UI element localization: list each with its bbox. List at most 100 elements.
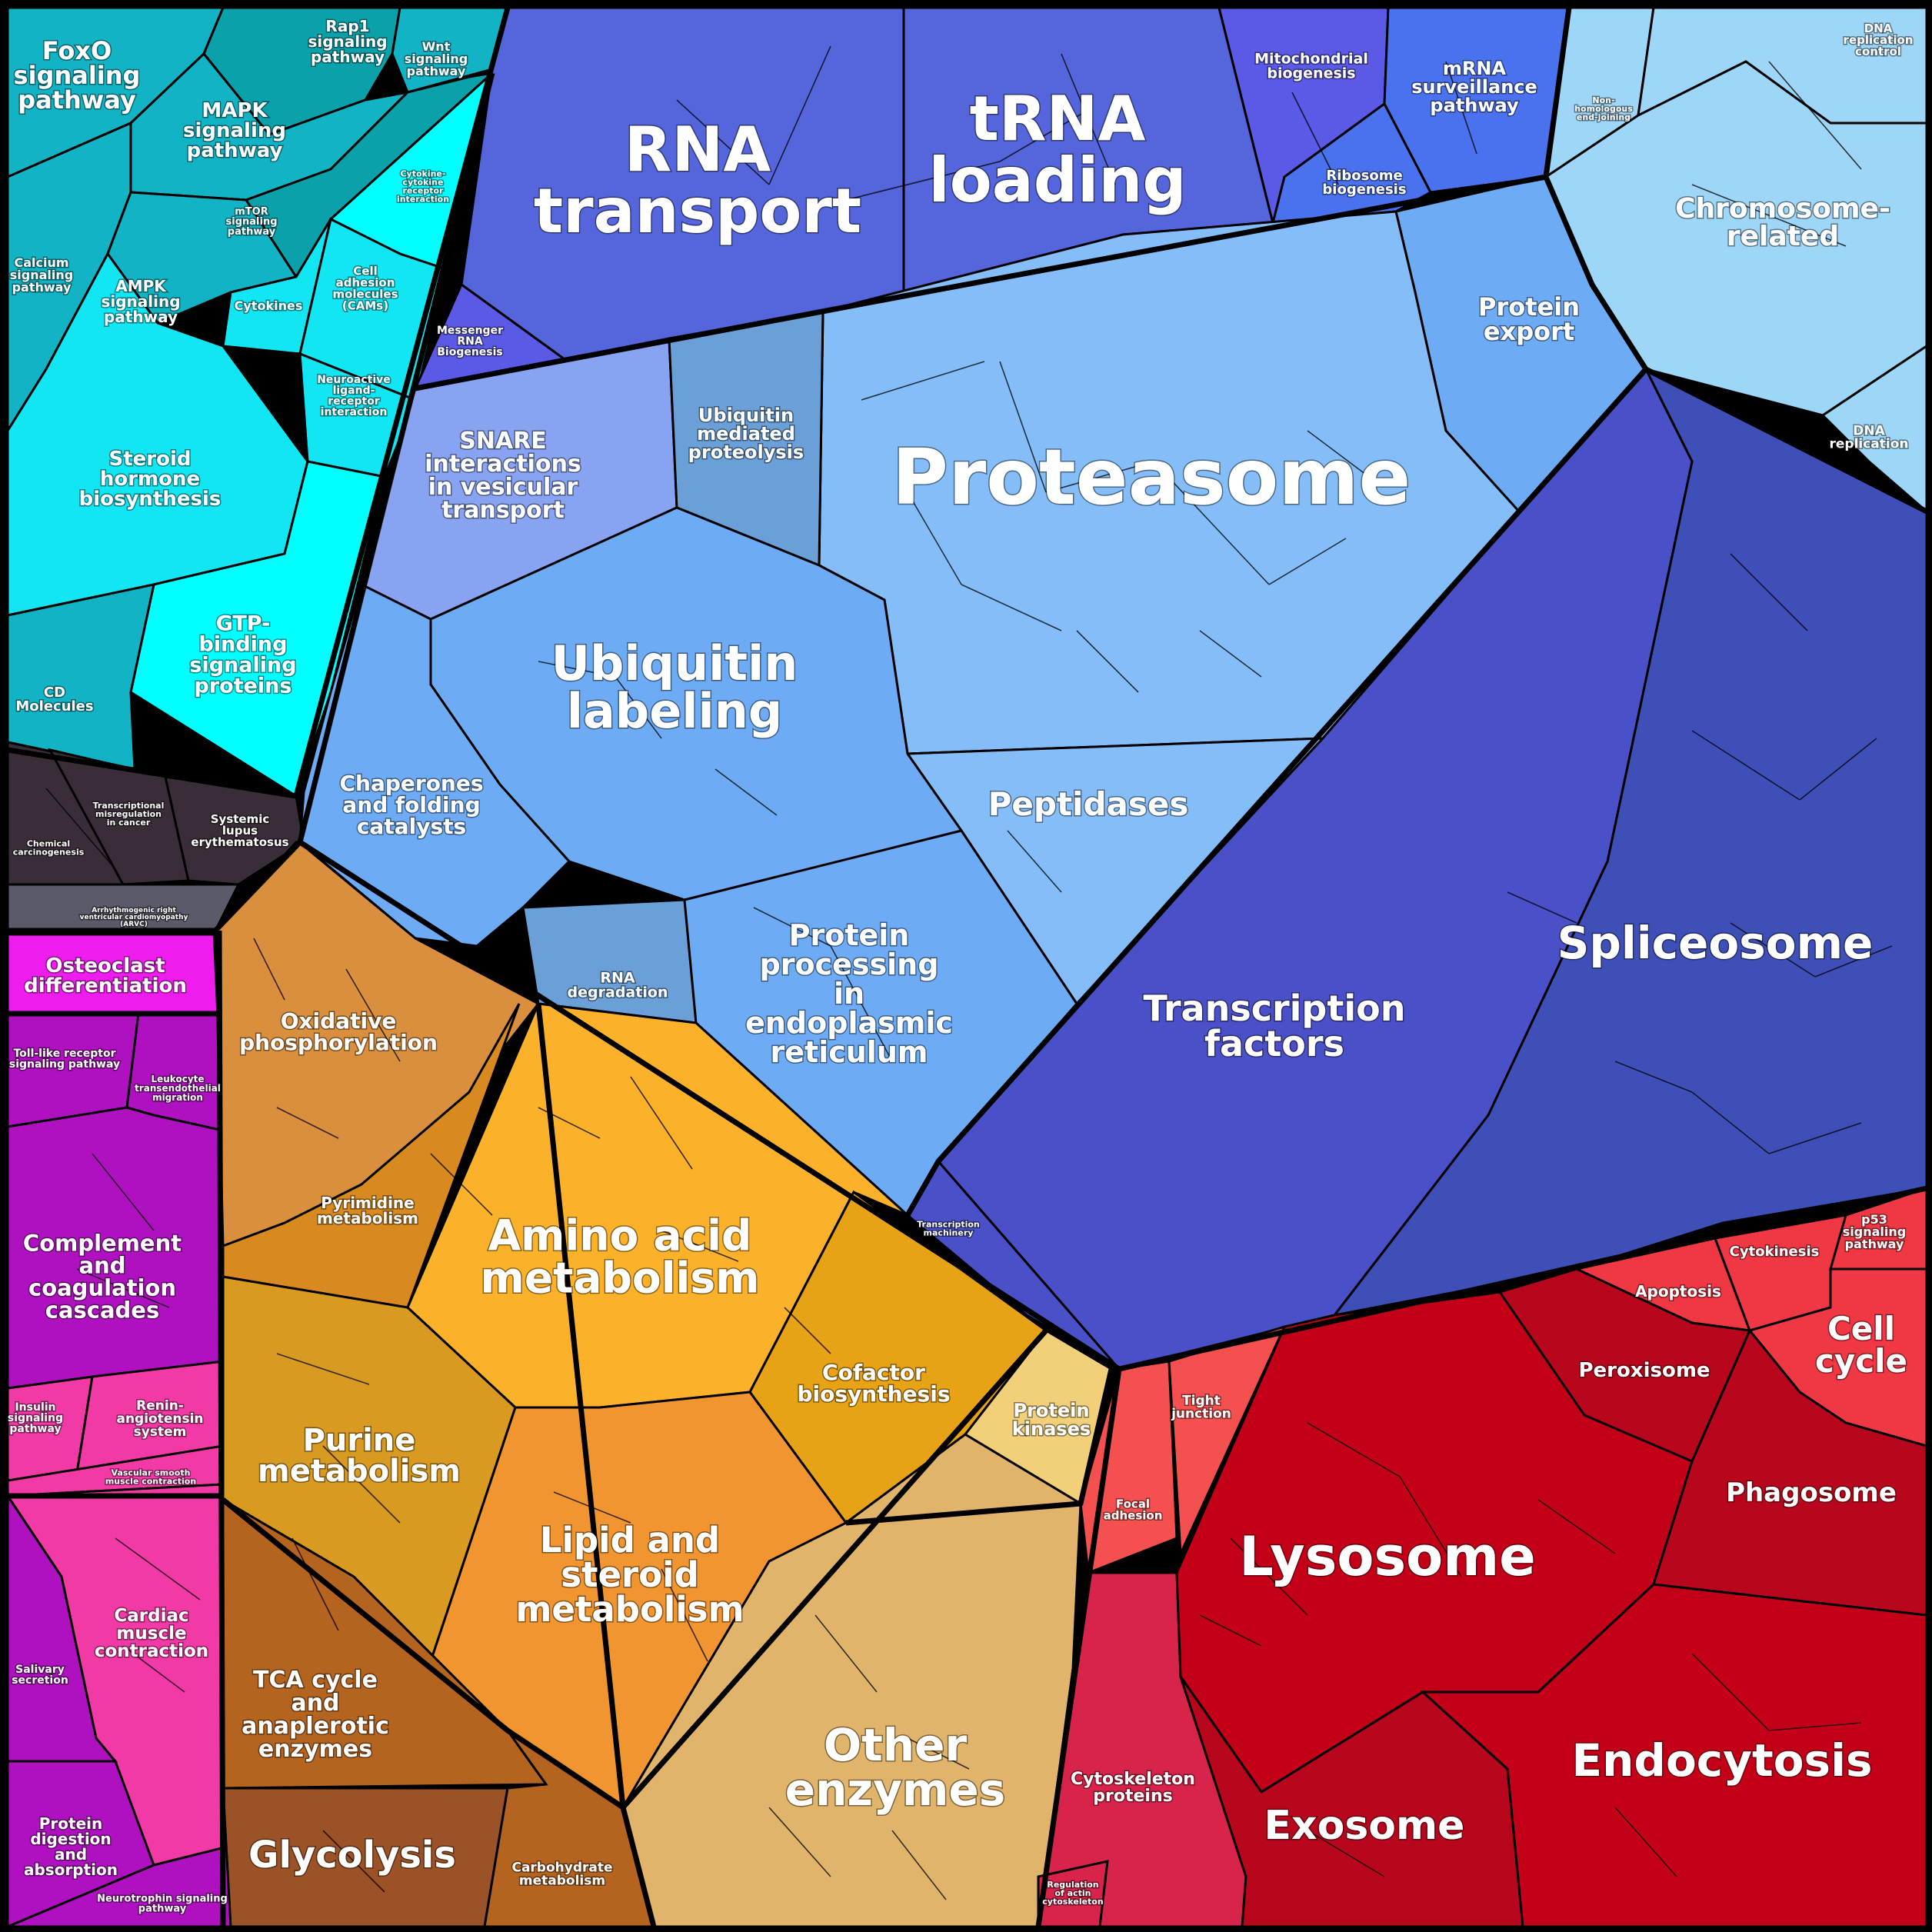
label-spliceosome: Spliceosome <box>1557 917 1874 969</box>
label-line: erythematosus <box>191 835 288 849</box>
label-line: pathway <box>104 308 178 326</box>
subcell-divider <box>92 1153 155 1231</box>
subcell-divider <box>1768 61 1862 170</box>
label-line: contraction <box>95 1641 208 1661</box>
label-line: Apoptosis <box>1635 1282 1721 1301</box>
subcell-divider <box>961 584 1062 631</box>
label-line: labeling <box>567 683 783 739</box>
label-line: lupus <box>222 824 258 838</box>
label-protein-export: Protein export <box>1478 292 1580 346</box>
label-line: end-joining <box>1577 112 1631 122</box>
label-nhej: Non-homologous end-joining <box>1574 95 1633 122</box>
label-mito-biogen: Mitochondrial biogenesis <box>1254 50 1368 82</box>
label-line: Regulation <box>1047 1880 1098 1890</box>
label-line: control <box>1855 45 1901 58</box>
group-border <box>216 930 226 1927</box>
subcell-divider <box>276 1353 370 1385</box>
label-line: Protein <box>39 1814 102 1833</box>
subcell-divider <box>845 161 1001 201</box>
subcell-divider <box>1537 1499 1616 1554</box>
subcell-divider <box>1691 1091 1770 1154</box>
label-line: interaction <box>321 406 388 418</box>
label-peptidases: Peptidases <box>988 785 1189 823</box>
label-line: metabolism <box>516 1589 744 1630</box>
label-cytokinesis: Cytokinesis <box>1730 1244 1820 1260</box>
label-line: transport <box>534 175 861 247</box>
label-line: Messenger <box>437 325 503 337</box>
group-border <box>1543 7 1572 178</box>
label-purine: Purine metabolism <box>258 1423 461 1489</box>
label-line: mTOR <box>235 206 268 218</box>
label-line: steroid <box>561 1554 699 1595</box>
label-line: signaling <box>101 292 180 311</box>
label-line: Steroid <box>109 448 192 471</box>
label-line: Chemical <box>27 839 70 849</box>
label-leukocyte: Leukocyte transendothelial migration <box>135 1074 221 1103</box>
label-line: and <box>55 1845 87 1864</box>
label-line: of actin <box>1055 1888 1091 1898</box>
label-line: biosynthesis <box>79 488 222 511</box>
label-line: pathway <box>407 64 466 78</box>
label-amino: Amino acid metabolism <box>481 1211 760 1303</box>
subcell-divider <box>784 1307 831 1354</box>
label-line: Ubiquitin <box>698 405 794 426</box>
subcell-divider <box>830 945 893 1062</box>
subcell-divider <box>1691 730 1800 801</box>
label-rna-transport: RNA transport <box>534 114 861 247</box>
cell-mrna-surv <box>1383 6 1571 194</box>
label-line: digestion <box>30 1830 111 1848</box>
label-line: Pyrimidine <box>321 1194 414 1212</box>
label-line: Rap1 <box>325 17 369 35</box>
subcell-divider <box>45 788 116 870</box>
label-mrna-surv: mRNA surveillance pathway <box>1411 58 1537 116</box>
label-line: Neurotrophin signaling <box>97 1893 228 1904</box>
label-complement: Complement and coagulation cascades <box>23 1231 182 1324</box>
label-wnt: Wnt signaling pathway <box>405 39 468 78</box>
label-tca: TCA cycle and anaplerotic enzymes <box>242 1667 389 1763</box>
label-line: factors <box>1204 1023 1344 1064</box>
label-line: Cytoskeleton <box>1071 1770 1195 1789</box>
label-line: secretion <box>12 1674 68 1687</box>
label-line: tRNA <box>970 83 1146 155</box>
subcell-divider <box>276 1107 339 1139</box>
subcell-divider <box>661 1230 739 1262</box>
subcell-divider <box>345 968 401 1062</box>
label-line: Lysosome <box>1239 1525 1535 1588</box>
cell-cams <box>298 217 448 402</box>
label-steroid-hormone: Steroid hormone biosynthesis <box>79 448 222 511</box>
group-border <box>1035 1368 1122 1927</box>
label-line: anaplerotic <box>242 1713 389 1740</box>
label-line: Vascular smooth <box>112 1468 191 1478</box>
label-line: machinery <box>924 1228 974 1238</box>
subcell-divider <box>1061 53 1116 185</box>
label-snare: SNARE interactions in vesicular transport <box>425 428 581 524</box>
label-line: Salivary <box>15 1664 65 1676</box>
label-line: Calcium <box>14 255 68 270</box>
label-cell-cycle: Cell cycle <box>1815 1310 1907 1380</box>
label-line: Tight <box>1182 1394 1221 1409</box>
label-line: pathway <box>1845 1237 1904 1251</box>
subcell-divider <box>1268 538 1347 585</box>
subcell-divider <box>999 107 1093 162</box>
label-line: processing <box>760 948 939 981</box>
label-lysosome: Lysosome <box>1239 1525 1535 1588</box>
label-mapk: MAPK signaling pathway <box>183 99 286 162</box>
group-border <box>221 1497 625 1810</box>
subcell-divider <box>1768 1122 1862 1154</box>
label-line: enzymes <box>258 1736 372 1763</box>
subcell-divider <box>122 1645 185 1693</box>
label-line: Systemic <box>211 812 270 826</box>
label-sle: Systemic lupus erythematosus <box>191 812 288 849</box>
label-line: receptor <box>403 186 445 196</box>
label-line: molecules <box>332 287 398 301</box>
label-line: Cardiac <box>114 1606 188 1626</box>
label-line: Cytokinesis <box>1730 1244 1820 1260</box>
subcell-divider <box>907 1737 970 1770</box>
label-line: Spliceosome <box>1557 917 1874 969</box>
label-line: signaling <box>308 32 387 51</box>
label-other-enz: Other enzymes <box>785 1719 1006 1816</box>
label-line: in cancer <box>107 818 151 828</box>
label-line: Toll-like receptor <box>13 1048 115 1060</box>
